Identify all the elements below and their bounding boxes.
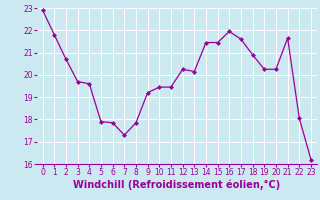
X-axis label: Windchill (Refroidissement éolien,°C): Windchill (Refroidissement éolien,°C) xyxy=(73,180,280,190)
